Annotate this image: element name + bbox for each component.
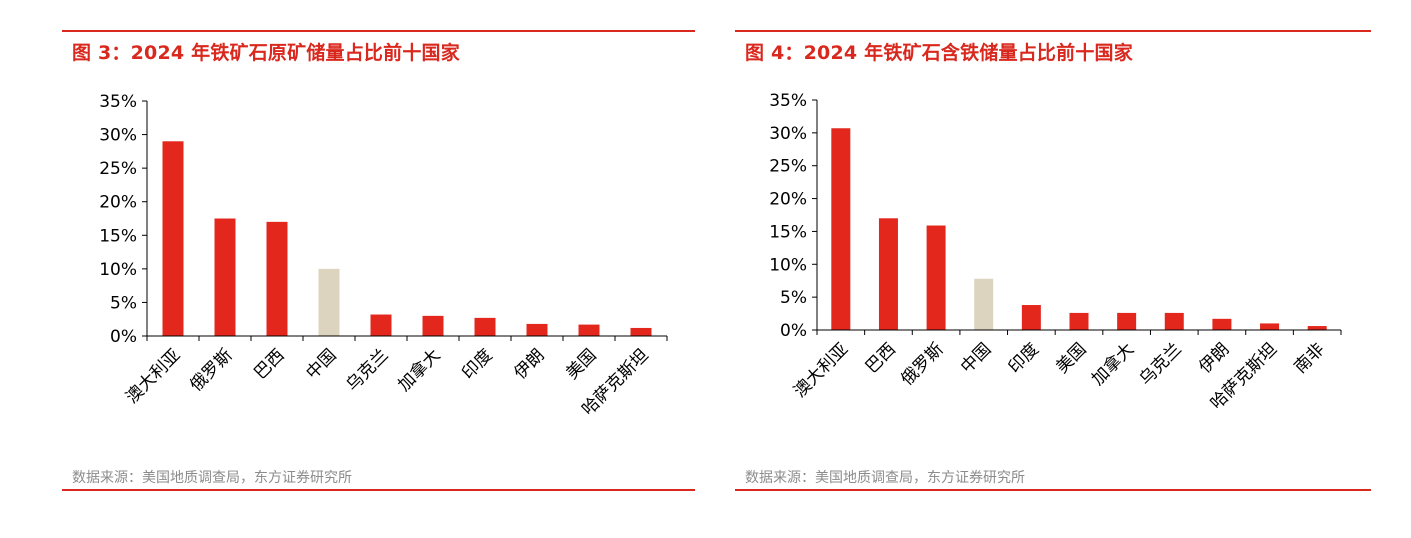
x-tick-label: 加拿大 [1087,339,1138,390]
x-tick-label: 印度 [458,345,496,383]
y-tick-label: 30% [99,126,137,146]
x-tick-label: 加拿大 [394,345,445,396]
figure-title: 图 4：2024 年铁矿石含铁储量占比前十国家 [745,42,1133,64]
y-tick-label: 25% [99,159,137,179]
y-tick-label: 0% [780,321,807,341]
x-tick-label: 南非 [1291,339,1329,377]
x-tick-label: 伊朗 [1195,339,1233,377]
x-tick-label: 伊朗 [510,345,548,383]
y-tick-label: 15% [99,226,137,246]
bottom-rule [62,489,695,491]
x-tick-label: 中国 [957,339,995,377]
bar-5 [370,314,392,336]
bar-9 [1212,318,1232,330]
x-tick-label: 乌克兰 [342,345,392,395]
x-tick-label: 俄罗斯 [186,345,236,395]
bar-10 [630,327,652,336]
x-tick-label: 俄罗斯 [897,339,947,389]
y-tick-label: 20% [769,190,807,210]
y-tick-label: 25% [769,157,807,177]
bar-4 [974,278,994,330]
x-tick-label: 巴西 [250,345,288,383]
bar-3 [266,221,288,336]
bar-1 [831,128,851,330]
bar-chart-figure-3: 0% 5% 10% 15% 20% 25% 30% 35% 澳大利亚 俄罗斯 巴西 中国 乌克兰 加拿大印… [99,92,668,420]
x-tick-label: 美国 [1052,339,1090,377]
bar-6 [1069,312,1089,330]
y-tick-label: 5% [780,288,807,308]
bar-8 [1164,312,1184,330]
bar-1 [162,141,184,336]
bar-7 [474,317,496,336]
bar-10 [1260,323,1280,330]
top-rule [735,30,1371,32]
bar-8 [526,323,548,336]
y-tick-label: 35% [99,92,137,112]
bar-6 [422,315,444,336]
bar-9 [578,324,600,336]
bar-4 [318,268,340,336]
figure-title: 图 3：2024 年铁矿石原矿储量占比前十国家 [72,42,460,64]
x-tick-label: 美国 [562,345,600,383]
bottom-rule [735,489,1371,491]
x-tick-label: 印度 [1005,339,1043,377]
y-tick-label: 0% [110,327,137,347]
y-tick-label: 20% [99,193,137,213]
x-tick-label: 中国 [302,345,340,383]
x-tick-label: 澳大利亚 [122,345,184,407]
top-rule [62,30,695,32]
bar-2 [878,218,898,330]
bar-7 [1117,312,1137,330]
bar-5 [1021,305,1041,330]
figure-4-panel: 图 4：2024 年铁矿石含铁储量占比前十国家 0% 5% 10% 15% 20% 25%… [705,0,1411,538]
x-tick-label: 乌克兰 [1136,339,1186,389]
y-tick-label: 10% [99,260,137,280]
bar-2 [214,218,236,336]
bar-3 [926,225,946,330]
x-tick-label: 澳大利亚 [790,339,852,401]
source-note: 数据来源：美国地质调查局，东方证券研究所 [72,470,352,486]
y-tick-label: 5% [110,293,137,313]
figure-3-panel: 图 3：2024 年铁矿石原矿储量占比前十国家 0% 5% 10% 15% 20% 25%… [0,0,705,538]
source-note: 数据来源：美国地质调查局，东方证券研究所 [745,470,1025,486]
y-tick-label: 10% [769,255,807,275]
x-tick-label: 巴西 [862,339,900,377]
y-tick-label: 35% [769,91,807,111]
bar-11 [1307,326,1327,330]
y-tick-label: 30% [769,124,807,144]
y-tick-label: 15% [769,222,807,242]
